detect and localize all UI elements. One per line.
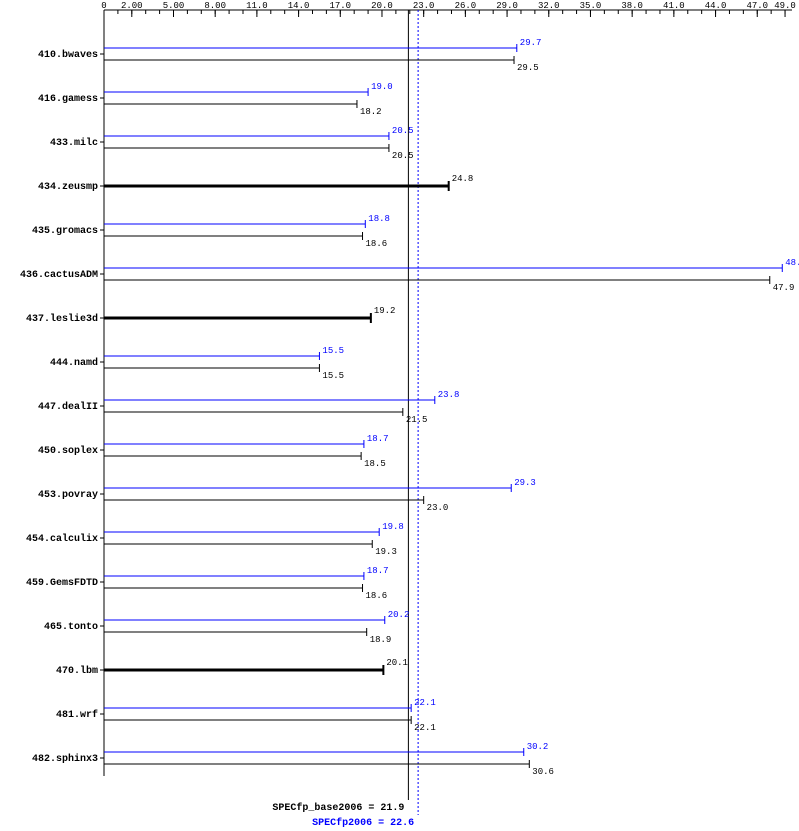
x-tick-label: 14.0 xyxy=(288,1,310,11)
benchmark-label: 465.tonto xyxy=(44,622,98,633)
base-value: 20.5 xyxy=(392,151,414,161)
x-tick-label: 47.0 xyxy=(746,1,768,11)
base-value: 18.9 xyxy=(370,635,392,645)
peak-value: 20.2 xyxy=(388,610,410,620)
base-value: 18.6 xyxy=(366,239,388,249)
ref-label-base: SPECfp_base2006 = 21.9 xyxy=(272,802,404,814)
x-tick-label: 32.0 xyxy=(538,1,560,11)
base-value: 19.2 xyxy=(374,306,396,316)
peak-value: 29.3 xyxy=(514,478,536,488)
benchmark-label: 470.lbm xyxy=(56,665,98,677)
base-value: 24.8 xyxy=(452,174,474,184)
x-tick-label: 5.00 xyxy=(163,1,185,11)
benchmark-label: 436.cactusADM xyxy=(20,270,98,281)
benchmark-label: 453.povray xyxy=(38,490,98,501)
ref-label-peak: SPECfp2006 = 22.6 xyxy=(312,817,414,829)
x-tick-label: 44.0 xyxy=(705,1,727,11)
benchmark-label: 482.sphinx3 xyxy=(32,753,98,765)
x-tick-label: 26.0 xyxy=(455,1,477,11)
peak-value: 19.0 xyxy=(371,82,393,92)
base-value: 20.1 xyxy=(386,658,408,668)
x-tick-label: 38.0 xyxy=(621,1,643,11)
peak-value: 29.7 xyxy=(520,38,542,48)
x-tick-label: 17.0 xyxy=(329,1,351,11)
base-value: 18.6 xyxy=(366,591,388,601)
x-tick-label: 41.0 xyxy=(663,1,685,11)
x-tick-label: 11.0 xyxy=(246,1,268,11)
benchmark-label: 444.namd xyxy=(50,357,98,369)
benchmark-label: 435.gromacs xyxy=(32,226,98,237)
x-tick-label: 2.00 xyxy=(121,1,143,11)
benchmark-label: 459.GemsFDTD xyxy=(26,578,98,589)
peak-value: 22.1 xyxy=(414,698,436,708)
benchmark-label: 434.zeusmp xyxy=(38,182,98,193)
peak-value: 30.2 xyxy=(527,742,549,752)
base-value: 21.5 xyxy=(406,415,428,425)
benchmark-label: 416.gamess xyxy=(38,94,98,105)
x-tick-label: 20.0 xyxy=(371,1,393,11)
peak-value: 18.8 xyxy=(368,214,390,224)
x-tick-label: 29.0 xyxy=(496,1,518,11)
x-tick-label: 35.0 xyxy=(580,1,602,11)
peak-value: 18.7 xyxy=(367,434,389,444)
peak-value: 18.7 xyxy=(367,566,389,576)
benchmark-label: 454.calculix xyxy=(26,533,98,545)
base-value: 19.3 xyxy=(375,547,397,557)
peak-value: 19.8 xyxy=(382,522,404,532)
x-tick-label: 49.0 xyxy=(774,1,796,11)
base-value: 22.1 xyxy=(414,723,436,733)
spec-chart: 0 2.00 5.00 8.00 11.0 14.0 17.0 20.0 23.0 26.0 29.… xyxy=(0,0,799,831)
x-tick-label: 8.00 xyxy=(204,1,226,11)
x-tick-label: 0 xyxy=(101,1,106,11)
benchmark-label: 447.dealII xyxy=(38,401,98,413)
benchmark-label: 450.soplex xyxy=(38,445,98,457)
base-value: 15.5 xyxy=(322,371,344,381)
base-value: 30.6 xyxy=(532,767,554,777)
peak-value: 48.8 xyxy=(785,258,799,268)
chart-canvas: 0 2.00 5.00 8.00 11.0 14.0 17.0 20.0 23.0 26.0 29.… xyxy=(0,0,799,831)
benchmark-label: 433.milc xyxy=(50,137,98,149)
base-value: 18.2 xyxy=(360,107,382,117)
base-value: 23.0 xyxy=(427,503,449,513)
base-value: 18.5 xyxy=(364,459,386,469)
benchmark-label: 481.wrf xyxy=(56,709,98,721)
base-value: 29.5 xyxy=(517,63,539,73)
peak-value: 23.8 xyxy=(438,390,460,400)
peak-value: 20.5 xyxy=(392,126,414,136)
benchmark-label: 410.bwaves xyxy=(38,49,98,61)
base-value: 47.9 xyxy=(773,283,795,293)
peak-value: 15.5 xyxy=(322,346,344,356)
benchmark-label: 437.leslie3d xyxy=(26,313,98,325)
x-tick-label: 23.0 xyxy=(413,1,435,11)
